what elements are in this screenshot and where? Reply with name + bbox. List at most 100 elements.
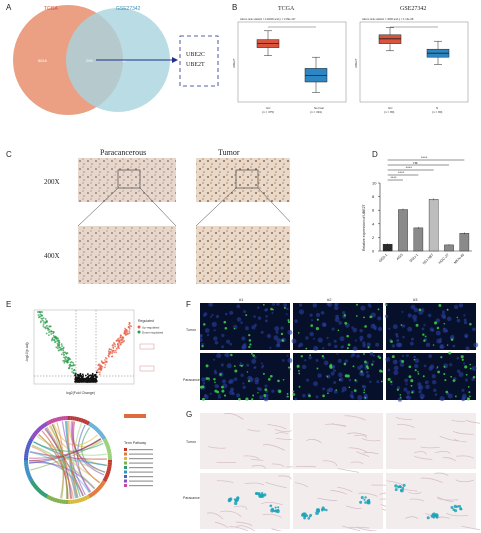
volcano-point-down <box>47 329 50 331</box>
if-signal <box>450 375 453 378</box>
chord-arc-segment <box>50 418 54 424</box>
volcano-point-down <box>46 321 49 323</box>
if-signal <box>224 326 228 330</box>
if-signal <box>380 380 383 383</box>
ish-signal <box>254 492 258 495</box>
if-nucleus <box>407 395 410 398</box>
ihc-para-200x <box>78 158 176 202</box>
ihc-tumor-zoomline-left <box>195 187 237 227</box>
volcano-point-up <box>128 332 131 334</box>
ish-signal <box>269 504 273 508</box>
if-nucleus <box>425 384 430 390</box>
ish-tissue-strand <box>453 430 474 435</box>
if-nucleus <box>366 342 371 347</box>
chord-ribbon <box>31 445 74 499</box>
chord-arc-segment <box>38 425 43 431</box>
volcano-point-up <box>102 361 104 364</box>
if-signal <box>252 394 255 397</box>
chord-arc-segment <box>76 498 80 504</box>
panel-c-label: C <box>6 150 12 159</box>
bar <box>459 233 470 252</box>
if-signal <box>381 370 384 373</box>
chord-arc-segment <box>105 444 110 448</box>
ish-signal <box>274 509 278 513</box>
if-nucleus <box>265 314 268 318</box>
chord-arc-segment <box>40 491 45 496</box>
chord-arc-segment <box>106 446 111 450</box>
if-nucleus <box>201 342 205 346</box>
volcano-point-down <box>63 354 65 357</box>
if-nucleus <box>449 363 453 367</box>
volcano-point-up <box>119 343 122 346</box>
ihc-para-zoomline-left <box>77 187 119 227</box>
if-nucleus <box>337 372 343 378</box>
if-signal <box>465 373 468 376</box>
if-nucleus <box>245 326 249 331</box>
chord-arc-segment <box>104 474 110 478</box>
if-nucleus <box>298 309 305 315</box>
if-nucleus <box>351 326 354 329</box>
volcano-point-ns <box>86 373 89 375</box>
if-signal <box>353 389 357 393</box>
ish-tissue-strand <box>455 479 474 483</box>
chord-arc-segment <box>93 425 98 431</box>
if-nucleus <box>224 353 227 356</box>
chord-arc-segment <box>44 493 49 499</box>
chord-arc-segment <box>80 497 84 502</box>
chord-arc-segment <box>29 479 35 484</box>
gene-ube2c: UBE2C <box>186 52 205 58</box>
ish-tissue-strand <box>317 497 338 501</box>
if-signal <box>396 388 399 391</box>
if-signal <box>292 393 296 396</box>
volcano-point-up <box>117 343 119 346</box>
ish-tissue-strand <box>337 486 353 493</box>
gene-box <box>179 35 219 87</box>
if-nucleus <box>424 380 429 385</box>
if-nucleus <box>423 324 426 327</box>
if-signal <box>280 332 284 336</box>
chord-arc-segment <box>28 438 34 442</box>
ish-tissue-strand <box>345 505 362 510</box>
box-category-label: GC <box>388 106 393 110</box>
chord-arc-segment <box>31 434 36 439</box>
volcano-point-ns <box>81 373 84 376</box>
volcano-point-down <box>47 334 50 337</box>
volcano-point-down <box>65 356 68 359</box>
volcano-point-up <box>104 363 107 366</box>
chord-arc-segment <box>40 424 45 429</box>
if-nucleus <box>200 337 203 343</box>
chord-legend-swatch <box>124 475 127 478</box>
bar-category-label: SNU-1 <box>409 253 419 263</box>
if-nucleus <box>246 363 250 367</box>
if-nucleus <box>236 317 242 322</box>
if-nucleus <box>221 379 227 384</box>
if-col-1: #1 <box>239 297 244 302</box>
if-signal <box>461 358 464 361</box>
volcano-point-down <box>36 311 39 313</box>
if-signal <box>385 304 388 307</box>
bar-ytick-label: 10 <box>372 181 377 186</box>
volcano-point-down <box>58 346 61 349</box>
if-nucleus <box>210 315 213 318</box>
volcano-point-ns <box>77 377 80 380</box>
volcano-point-down <box>60 353 63 356</box>
if-nucleus <box>206 333 210 337</box>
chord-arc-segment <box>31 481 36 486</box>
ish-row-paracancerous: Paracancerous <box>183 496 207 500</box>
venn-diagram: TCGA GSE27342 8616 269 40 UBE2C UBE2T <box>13 5 219 115</box>
if-row-paracancerous: Paracancerous <box>183 378 207 382</box>
if-signal <box>417 371 419 373</box>
if-signal <box>469 395 471 398</box>
if-signal <box>356 303 359 306</box>
if-signal <box>233 328 236 330</box>
if-nucleus <box>326 388 331 393</box>
ish-tissue-strand <box>251 464 267 470</box>
if-nucleus <box>393 365 399 371</box>
if-nucleus <box>435 330 441 336</box>
bar-sig-label: **** <box>390 175 397 180</box>
if-signal <box>234 369 238 373</box>
if-signal <box>310 324 314 327</box>
if-signal <box>346 334 349 338</box>
volcano-point-ns <box>77 373 79 376</box>
volcano-callout-2 <box>139 365 155 372</box>
